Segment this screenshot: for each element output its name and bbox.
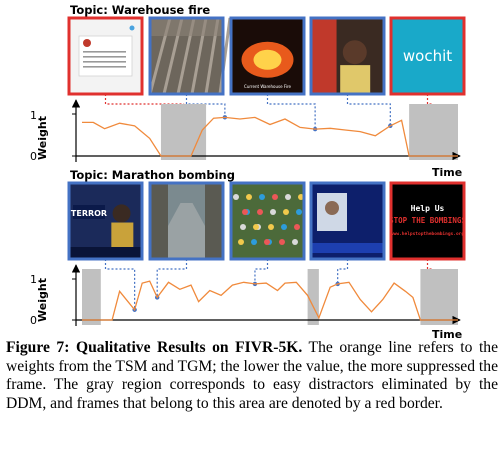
gray-region [409,104,458,160]
runner [253,224,259,230]
y-axis-label: Weight [36,278,49,322]
video-frame: Current Warehouse Fire [229,16,306,96]
frame-link [156,259,188,298]
gray-region [160,104,207,160]
runner [242,209,248,215]
frame-overlay-text: Help Us [411,204,445,213]
jacket [111,222,134,253]
video-frame [148,181,225,261]
caption-body: The orange line refers to the weights fr… [6,339,499,412]
runner [268,224,274,230]
video-frame [148,16,232,96]
runner [283,209,289,215]
x-axis-label: Time [432,166,462,179]
runner [233,194,239,200]
frame-overlay-text: wochit [403,47,452,65]
figure: Topic: Warehouse fire Current Warehouse … [30,3,466,338]
flames-core [253,49,282,70]
y-tick-0: 0 [30,314,37,327]
y-tick-1: 1 [30,273,37,286]
x-axis-label: Time [432,328,462,338]
video-frame [309,16,386,96]
weight-plot-warehouse [71,99,461,162]
caption-label: Figure 7: [6,339,70,356]
banner [73,205,105,219]
frame-link [254,259,269,284]
runner [292,239,298,245]
frame-image [391,18,464,94]
y-axis-label: Weight [36,116,49,160]
frame-strip-marathon: TERROR Help Us STOP THE BOMBINGS www.helpst… [67,181,466,261]
frame-overlay-text: www.helpstopthebombings.org [391,231,464,237]
frame-strip-warehouse: Current Warehouse Fire wochit [67,16,466,96]
ticker [69,247,142,259]
video-frame [229,181,306,261]
runner [270,209,276,215]
runner [238,239,244,245]
road [150,203,223,259]
jacket [340,65,371,94]
frame-link [337,259,349,284]
runner [259,194,265,200]
ticker [311,243,384,253]
runner [251,239,257,245]
building [205,183,223,259]
frame-overlay-text: Current Warehouse Fire [244,84,291,89]
fire-truck [311,18,337,94]
frame-link [346,94,391,126]
frame-links-warehouse [104,94,434,159]
frame-image [391,183,464,259]
runner [272,194,278,200]
topic-title-marathon: Topic: Marathon bombing [70,168,235,182]
video-frame: Help Us STOP THE BOMBINGS www.helpstoptheb… [389,181,466,261]
building [150,183,168,259]
runner [296,209,302,215]
y-tick-1: 1 [30,109,37,122]
video-frame [67,16,144,96]
runner [294,224,300,230]
runner [264,239,270,245]
gray-region [82,269,101,325]
figure-caption: Figure 7: Qualitative Results on FIVR-5K… [6,339,498,413]
video-frame: wochit [389,16,466,96]
avatar [83,39,91,47]
runner [285,194,291,200]
text-line [83,56,126,58]
frame-link [104,94,185,156]
gray-region [307,269,319,325]
runner [281,224,287,230]
smoke [150,18,223,36]
bird-icon [129,25,135,31]
gray-region [420,269,458,325]
weight-line [82,280,458,321]
frame-link [104,259,136,310]
caption-title: Qualitative Results on FIVR-5K. [76,339,303,356]
runner [257,209,263,215]
topic-title-warehouse: Topic: Warehouse fire [70,3,210,17]
weight-plot-marathon [71,264,461,326]
runner [240,224,246,230]
weight-line [82,116,458,157]
frame-image [231,183,304,259]
runner [279,239,285,245]
video-frame: TERROR [67,181,144,261]
y-tick-0: 0 [30,150,37,163]
video-frame [309,181,386,261]
head [325,201,339,215]
runner [246,194,252,200]
text-line [83,51,126,53]
head [342,40,367,65]
head [112,204,131,223]
frame-link [266,94,316,130]
text-line [83,66,126,68]
text-line [83,61,126,63]
frame-overlay-text: STOP THE BOMBINGS [389,216,466,225]
frame-overlay-text: TERROR [71,209,107,218]
